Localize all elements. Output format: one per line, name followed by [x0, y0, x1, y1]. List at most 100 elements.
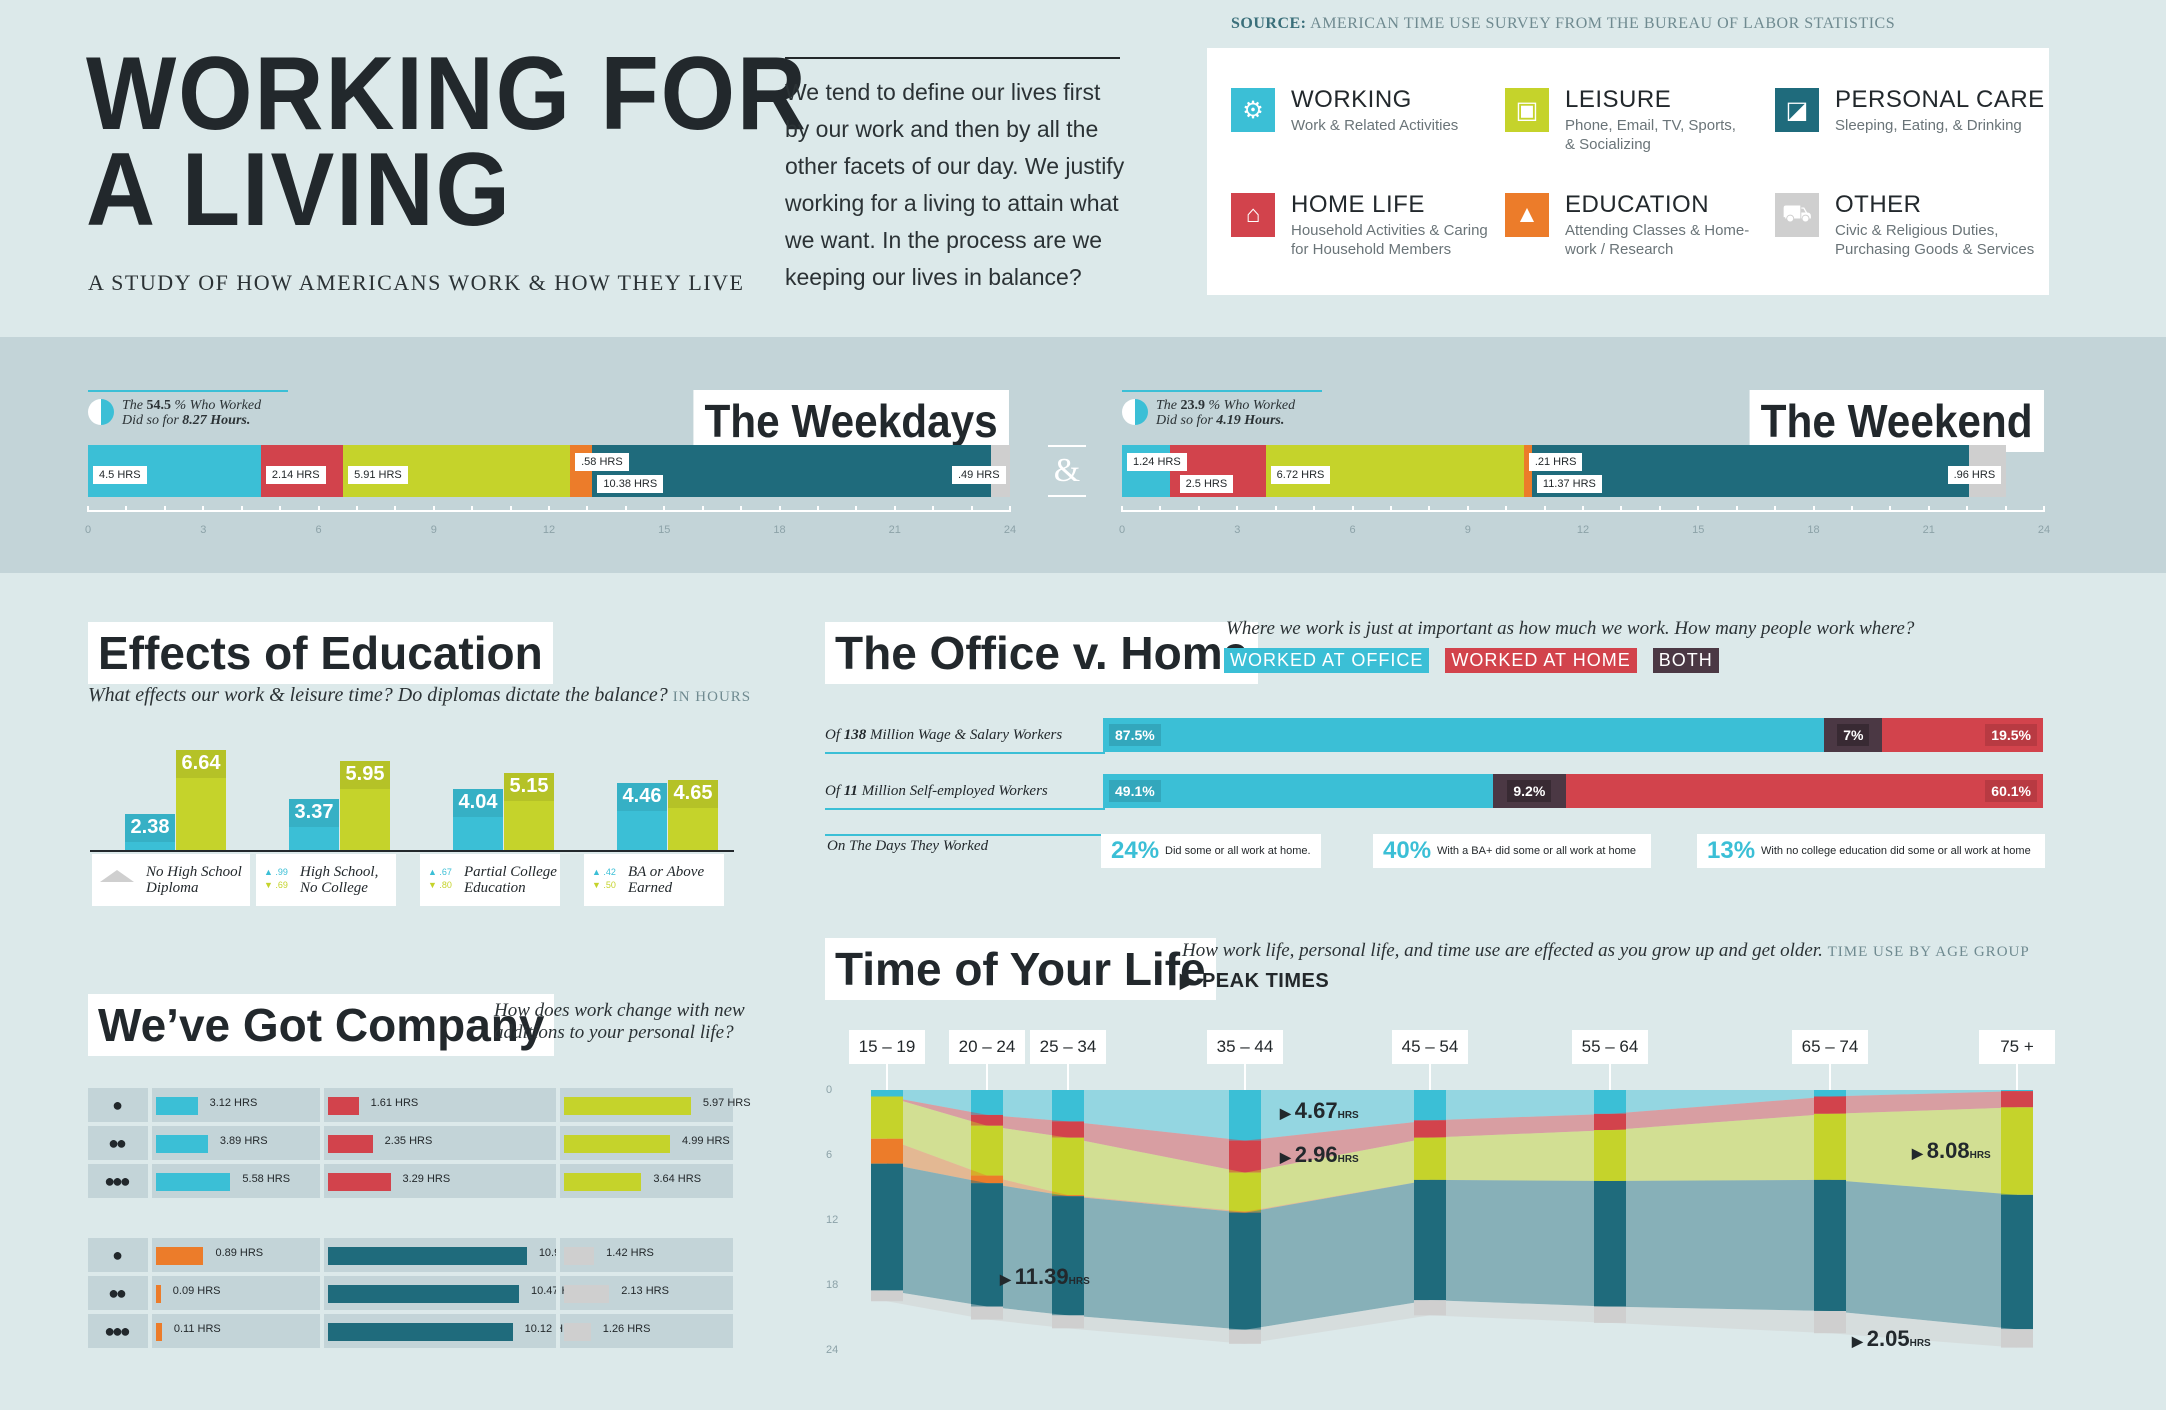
age-connector	[1067, 1064, 1069, 1090]
up-value: .99	[275, 867, 288, 877]
axis-tick	[355, 506, 358, 512]
work-bar: 4.04	[453, 789, 503, 850]
down-arrow-icon: ▼	[428, 880, 440, 890]
axis-tick	[1351, 506, 1354, 512]
other-area	[887, 1290, 2017, 1348]
company-title: We’ve Got Company	[88, 994, 555, 1056]
axis-tick	[202, 506, 205, 512]
age-column-segment	[2001, 1107, 2033, 1195]
axis-tick	[2004, 506, 2007, 512]
leisure-value: 5.15	[509, 774, 549, 797]
hours-label: .49 HRS	[952, 466, 1006, 484]
leisure-bar-cap	[668, 780, 718, 809]
leisure-bar: 6.64	[176, 750, 226, 850]
column-divider	[320, 1238, 324, 1272]
stat-text: With a BA+ did some or all work at home	[1437, 845, 1637, 857]
down-value: .50	[603, 880, 616, 890]
leisure-value: 4.65	[673, 782, 713, 805]
office-seg: 49.1%	[1103, 774, 1493, 808]
age-column-segment	[2001, 1194, 2033, 1330]
column-divider	[148, 1088, 152, 1122]
source-text: AMERICAN TIME USE SURVEY FROM THE BUREAU…	[1310, 15, 1896, 32]
down-arrow-icon: ▼	[592, 880, 604, 890]
row-rule	[825, 808, 1105, 810]
company-bar	[156, 1323, 162, 1341]
column-divider	[148, 1164, 152, 1198]
work-value: 4.46	[622, 785, 662, 808]
note-rule	[1122, 390, 1322, 392]
label-line-1: No High School	[146, 864, 242, 880]
age-column-segment	[1414, 1179, 1446, 1301]
axis-tick-label: 0	[84, 524, 92, 536]
legend-desc: Work & Related Activities	[1291, 116, 1458, 135]
company-bar	[156, 1285, 161, 1303]
axis-tick	[125, 506, 128, 512]
age-column-segment	[2001, 1091, 2033, 1108]
column-divider	[320, 1164, 324, 1198]
axis-tick	[624, 506, 627, 512]
intro-rule	[785, 57, 1120, 59]
company-bar	[564, 1135, 671, 1153]
column-divider	[556, 1126, 560, 1160]
office-rows: Of 138 Million Wage & Salary Workers 87.5…	[825, 718, 2045, 810]
office-value: 49.1%	[1109, 780, 1161, 802]
age-column-segment	[971, 1114, 1003, 1126]
company-row: ● 0.89 HRS 10.9 HRS 1.42 HRS	[88, 1238, 733, 1272]
axis-tick	[1009, 506, 1011, 512]
peak-value: 4.67	[1294, 1098, 1338, 1123]
company-question: How does work change with new additions …	[494, 1000, 745, 1044]
work-bar-cap	[289, 799, 339, 828]
weekdays-bar: 4.5 HRS 2.14 HRS 5.91 HRS .58 HRS 10.38 HRS.…	[88, 445, 1010, 497]
down-change: ▼ .80	[428, 879, 452, 892]
company-value: 4.99 HRS	[682, 1135, 730, 1147]
axis-tick	[1236, 506, 1239, 512]
y-axis-tick: 6	[826, 1149, 833, 1161]
up-arrow-icon: ▲	[592, 867, 604, 877]
company-value: 1.26 HRS	[602, 1323, 651, 1335]
axis-tick	[1850, 506, 1853, 512]
age-group-tag: 15 – 19	[849, 1030, 925, 1064]
label-line-2: Earned	[628, 880, 673, 896]
office-title: The Office v. Home	[825, 622, 1259, 684]
row-num: 11	[843, 783, 858, 799]
axis-tick	[1582, 506, 1584, 512]
row-pre: Of	[825, 783, 844, 799]
axis-tick	[1774, 506, 1777, 512]
age-column-segment	[971, 1306, 1003, 1320]
down-value: .80	[439, 880, 452, 890]
down-change: ▼ .69	[264, 879, 288, 892]
age-column-segment	[871, 1090, 903, 1097]
page-subtitle: A STUDY OF HOW AMERICANS WORK & HOW THEY…	[88, 270, 745, 295]
hours-label: 6.72 HRS	[1270, 466, 1331, 484]
company-bar	[156, 1247, 204, 1265]
days-label: On The Days They Worked	[827, 838, 989, 854]
age-group-tag: 25 – 34	[1030, 1030, 1106, 1064]
axis-tick	[740, 506, 743, 512]
y-axis-tick: 18	[826, 1279, 839, 1291]
axis-tick-label: 24	[1003, 524, 1017, 536]
education-label-text: BA or Above Earned	[628, 864, 704, 896]
personal-care-area	[887, 1163, 2017, 1330]
work-value: 4.04	[458, 791, 498, 814]
education-unit: IN HOURS	[672, 689, 752, 705]
column-divider	[148, 1238, 152, 1272]
axis-tick	[1274, 506, 1277, 512]
days-rule	[825, 834, 1105, 836]
work-bar: 3.37	[289, 799, 339, 850]
axis-tick-label: 6	[315, 524, 322, 536]
age-column-segment	[1052, 1090, 1084, 1122]
legend-desc: Household Activities & Caring for Househo…	[1291, 221, 1488, 259]
axis-tick-label: 3	[1234, 524, 1241, 536]
peak-value: 2.05	[1866, 1326, 1910, 1351]
note-hours: 8.27 Hours.	[182, 413, 251, 428]
up-arrow-icon: ▲	[264, 867, 276, 877]
stat-value: 40%	[1383, 837, 1432, 864]
label-line-2: Diploma	[146, 880, 199, 896]
column-divider	[556, 1276, 560, 1310]
both-seg: 9.2%	[1492, 774, 1566, 808]
axis-tick	[586, 506, 589, 512]
hours-label: .96 HRS	[1947, 466, 2002, 484]
company-value: 3.64 HRS	[653, 1173, 702, 1185]
office-stats: 24% Did some or all work at home. 40% With …	[1101, 834, 2045, 870]
play-icon: ▶	[1180, 970, 1196, 992]
